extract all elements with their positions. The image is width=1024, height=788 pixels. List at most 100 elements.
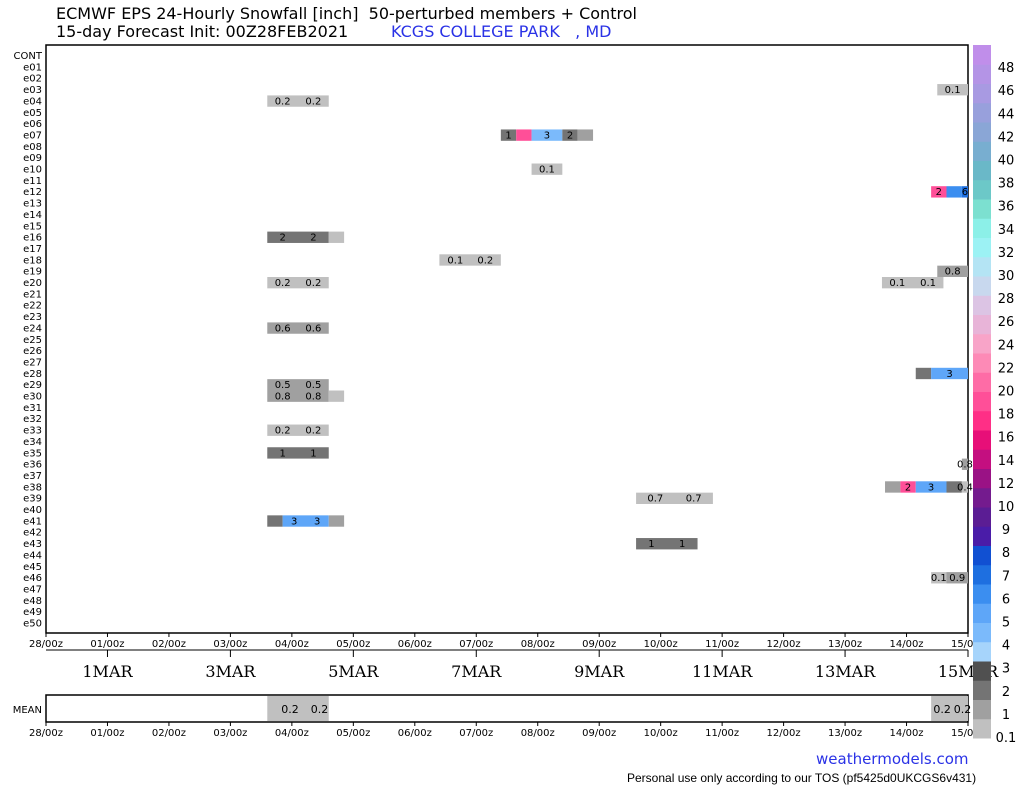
colorbar-segment xyxy=(973,237,991,258)
snow-cell xyxy=(267,277,329,289)
cell-label: 0.7 xyxy=(647,494,663,505)
mean-label: MEAN xyxy=(13,705,42,716)
station-label: KCGS COLLEGE PARK , MD xyxy=(391,22,612,41)
cell-label: 0.1 xyxy=(447,255,463,266)
x-tick-label: 12/00z xyxy=(767,639,801,650)
member-label: e30 xyxy=(23,392,42,403)
cell-label: 0.8 xyxy=(305,392,321,403)
snow-cell xyxy=(961,186,968,198)
member-label: e17 xyxy=(23,244,42,255)
colorbar-tick-label: 3 xyxy=(1002,662,1010,677)
cell-label: 0.8 xyxy=(957,460,973,471)
member-label: e44 xyxy=(23,550,42,561)
cell-label: 0.7 xyxy=(686,494,702,505)
snow-cell xyxy=(267,95,329,107)
member-label: e29 xyxy=(23,380,42,391)
member-label: e32 xyxy=(23,414,42,425)
cell-label: 3 xyxy=(946,369,952,380)
cell-label: 3 xyxy=(544,130,550,141)
snow-cell xyxy=(516,129,532,141)
snow-cell xyxy=(636,492,713,504)
snow-cell xyxy=(267,424,329,436)
cell-label: 0.2 xyxy=(305,426,321,437)
snow-cell xyxy=(577,129,594,141)
snow-cell xyxy=(282,515,329,527)
member-label: e50 xyxy=(23,619,42,630)
colorbar-segment xyxy=(973,353,991,373)
cell-label: 0.1 xyxy=(920,278,936,289)
member-label: e38 xyxy=(23,482,42,493)
member-label: e06 xyxy=(23,119,42,130)
snow-cell xyxy=(885,481,901,493)
chart-subtitle: 15-day Forecast Init: 00Z28FEB2021 xyxy=(56,22,349,41)
mean-cell xyxy=(931,696,968,721)
cell-label: 0.8 xyxy=(945,267,961,278)
mean-cell-label: 0.2 xyxy=(311,703,329,716)
colorbar-segment xyxy=(973,102,991,123)
colorbar-segment xyxy=(973,64,991,84)
cell-label: 1 xyxy=(279,448,285,459)
colorbar-tick-label: 36 xyxy=(998,200,1015,215)
member-label: e49 xyxy=(23,607,42,618)
colorbar-tick-label: 38 xyxy=(998,177,1015,192)
cell-label: 0.2 xyxy=(305,278,321,289)
x-tick-label: 10/00z xyxy=(644,639,678,650)
member-label: e48 xyxy=(23,596,42,607)
cell-label: 2 xyxy=(279,233,285,244)
member-label: e03 xyxy=(23,85,42,96)
colorbar-tick-label: 9 xyxy=(1002,523,1010,538)
cell-label: 1 xyxy=(648,539,654,550)
member-label: e10 xyxy=(23,165,42,176)
member-label: e11 xyxy=(23,176,42,187)
x-tick-label: 06/00z xyxy=(398,639,432,650)
cell-label: 2 xyxy=(905,482,911,493)
cell-label: 2 xyxy=(567,130,573,141)
colorbar-tick-label: 22 xyxy=(998,361,1015,376)
member-label: e39 xyxy=(23,494,42,505)
member-label: e42 xyxy=(23,528,42,539)
x-tick-label: 28/00z xyxy=(29,639,63,650)
mean-x-tick-label: 10/00z xyxy=(644,728,678,739)
member-label: e40 xyxy=(23,505,42,516)
snow-cell xyxy=(500,129,517,141)
cell-label: 1 xyxy=(505,130,511,141)
colorbar-segment xyxy=(973,622,991,643)
cell-label: 2 xyxy=(936,187,942,198)
snow-cell xyxy=(931,367,968,380)
cell-label: 1 xyxy=(679,539,685,550)
cell-label: 0.1 xyxy=(539,165,555,176)
colorbar-tick-label: 2 xyxy=(1002,685,1010,700)
cell-label: 0.9 xyxy=(949,573,965,584)
snow-cell xyxy=(562,129,578,141)
colorbar-segment xyxy=(973,141,991,161)
member-label: e47 xyxy=(23,584,42,595)
cell-label: 3 xyxy=(314,516,320,527)
x-tick-label: 07/00z xyxy=(459,639,493,650)
snow-cell xyxy=(531,163,563,175)
snow-cell xyxy=(900,481,916,493)
member-label: e02 xyxy=(23,74,42,85)
colorbar-segment xyxy=(973,603,991,623)
colorbar-segment xyxy=(973,314,991,335)
date-label: 3MAR xyxy=(205,662,256,681)
member-label: e15 xyxy=(23,221,42,232)
member-label: e35 xyxy=(23,448,42,459)
cell-label: 0.2 xyxy=(275,96,291,107)
cell-label: 3 xyxy=(928,482,934,493)
colorbar-segment xyxy=(973,410,991,431)
member-label: e22 xyxy=(23,301,42,312)
snow-cell xyxy=(961,458,968,470)
chart-title: ECMWF EPS 24-Hourly Snowfall [inch] 50-p… xyxy=(56,4,637,23)
snow-cell xyxy=(267,322,329,334)
colorbar-segment xyxy=(973,218,991,238)
mean-x-tick-label: 01/00z xyxy=(90,728,124,739)
mean-x-tick-label: 05/00z xyxy=(336,728,370,739)
mean-x-tick-label: 09/00z xyxy=(582,728,616,739)
member-label: e31 xyxy=(23,403,42,414)
member-label: e28 xyxy=(23,369,42,380)
snow-cell xyxy=(267,231,329,243)
colorbar-segment xyxy=(973,507,991,527)
site-link[interactable]: weathermodels.com xyxy=(816,750,969,768)
member-label: e23 xyxy=(23,312,42,323)
member-label: e20 xyxy=(23,278,42,289)
